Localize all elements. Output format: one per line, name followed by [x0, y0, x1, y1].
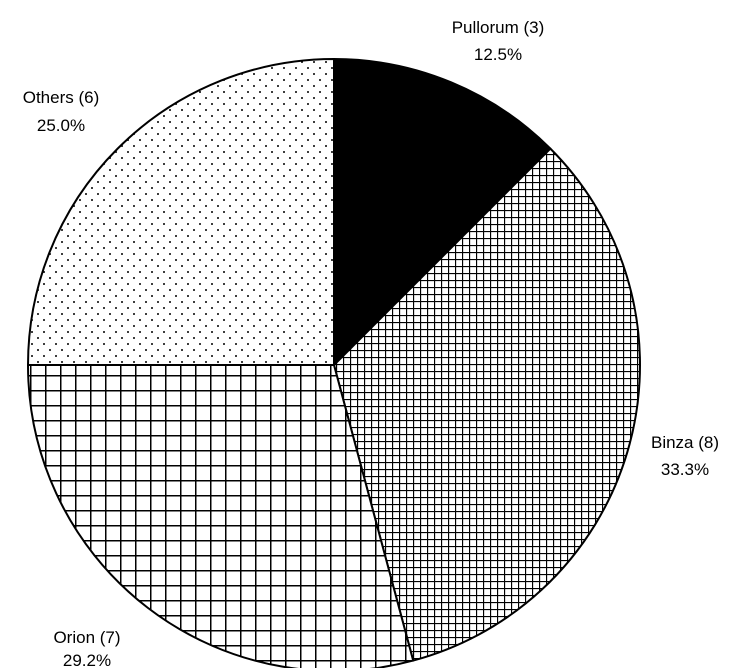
label-orion-name: Orion (7) — [53, 628, 120, 647]
label-pullorum-name: Pullorum (3) — [452, 18, 545, 37]
pie-slice-others — [27, 58, 335, 366]
label-others-name: Others (6) — [23, 88, 100, 107]
label-pullorum-percent: 12.5% — [474, 45, 522, 64]
pie-slice-binza — [333, 147, 641, 662]
label-others-percent: 25.0% — [37, 116, 85, 135]
pie-slices — [27, 58, 641, 668]
label-binza-percent: 33.3% — [661, 460, 709, 479]
pie-slice-orion — [27, 364, 415, 668]
label-orion-percent: 29.2% — [63, 651, 111, 668]
pie-slice-pullorum — [333, 58, 552, 366]
label-binza-name: Binza (8) — [651, 433, 719, 452]
slice-labels: Pullorum (3) 12.5% Binza (8) 33.3% Orion… — [23, 18, 719, 668]
